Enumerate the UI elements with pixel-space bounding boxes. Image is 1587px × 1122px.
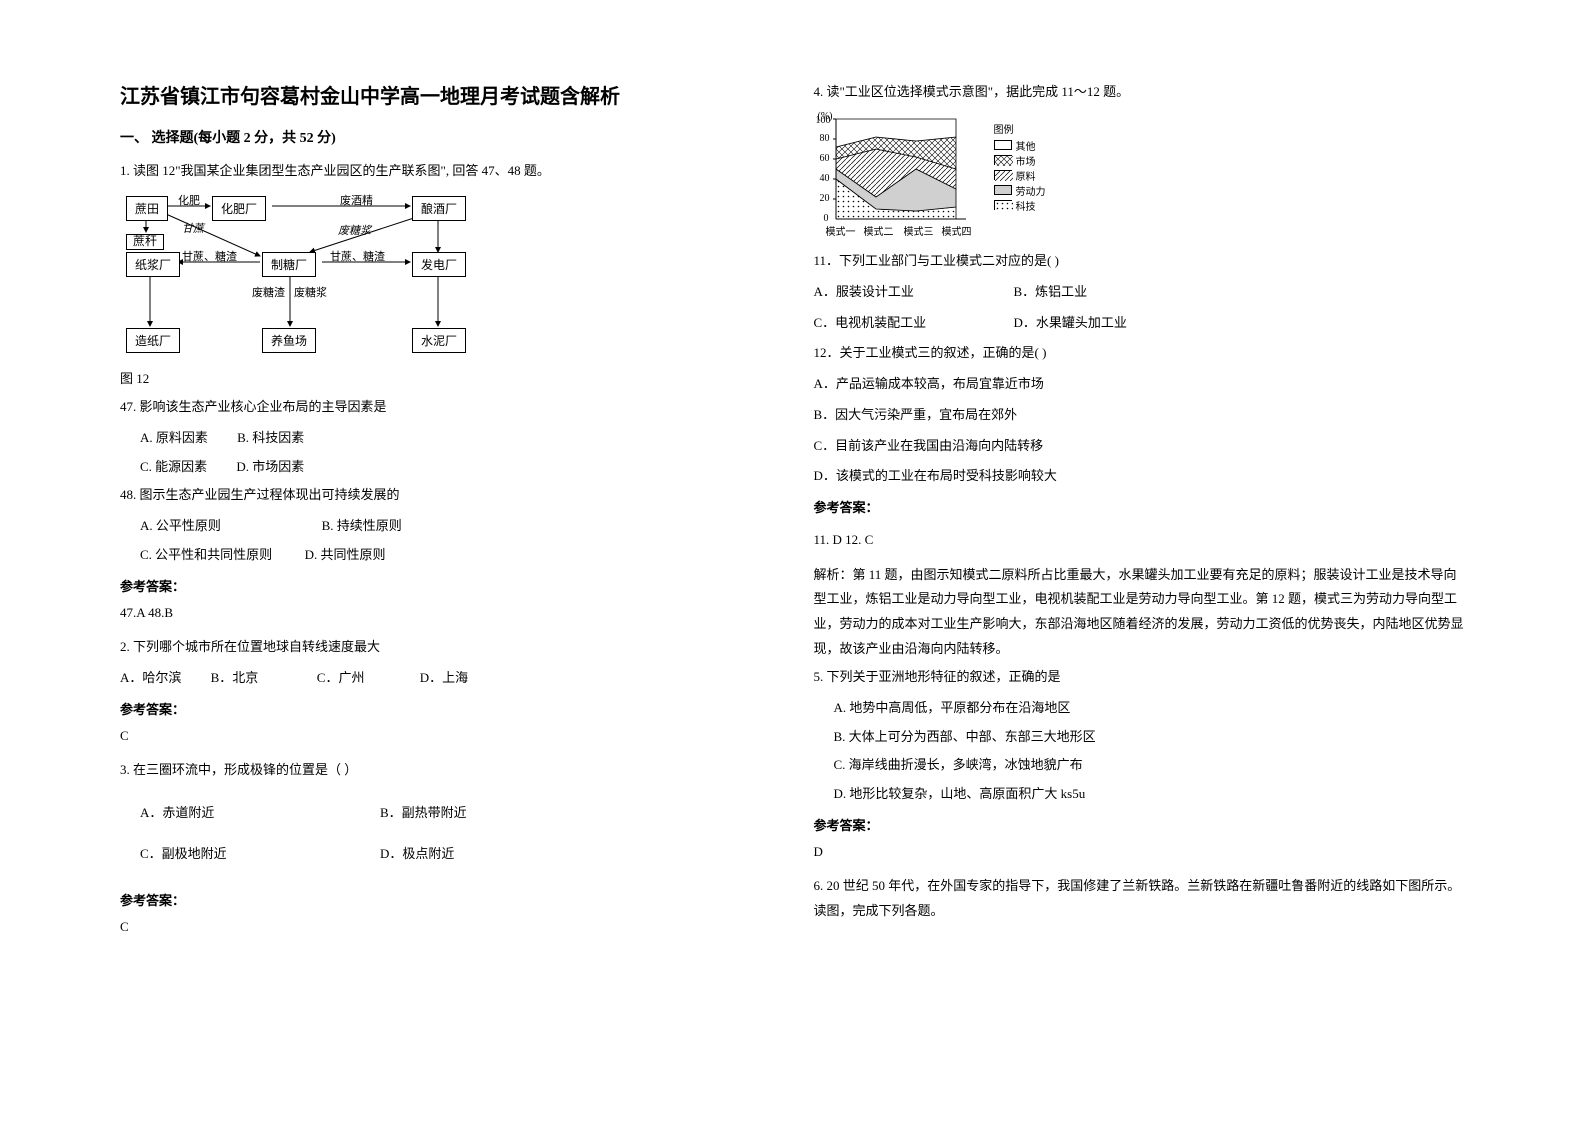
q12-text: 12．关于工业模式三的叙述，正确的是( ) — [814, 341, 1468, 366]
q5-c: C. 海岸线曲折漫长，多峡湾，冰蚀地貌广布 — [814, 753, 1468, 778]
q5-b: B. 大体上可分为西部、中部、东部三大地形区 — [814, 725, 1468, 750]
xtick: 模式三 — [904, 223, 934, 238]
q4-answer: 11. D 12. C — [814, 528, 1468, 553]
q3-opt-c: C．副极地附近 — [120, 842, 360, 867]
legend-swatch — [994, 185, 1012, 195]
flowchart-diagram: 蔗田 化肥厂 酿酒厂 蔗秆 纸浆厂 制糖厂 发电厂 造纸厂 养鱼场 水泥厂 化肥… — [120, 190, 500, 360]
fc-node: 养鱼场 — [262, 328, 316, 353]
q47-text: 47. 影响该生态产业核心企业布局的主导因素是 — [120, 395, 774, 420]
q11-d: D．水果罐头加工业 — [1014, 311, 1127, 336]
q11-a: A．服装设计工业 — [814, 280, 1014, 305]
q2-answer: C — [120, 724, 774, 749]
legend-swatch — [994, 200, 1012, 210]
q47-opts-ab: A. 原料因素 B. 科技因素 — [120, 426, 774, 451]
xtick: 模式四 — [942, 223, 972, 238]
answer-label: 参考答案： — [120, 890, 774, 909]
q3-opt-a: A．赤道附近 — [120, 801, 360, 826]
legend-swatch — [994, 155, 1012, 165]
ytick: 20 — [820, 193, 830, 204]
q3-text: 3. 在三圈环流中，形成极锋的位置是（ ） — [120, 758, 774, 783]
q12-b: B．因大气污染严重，宜布局在郊外 — [814, 403, 1468, 428]
ytick: 80 — [820, 133, 830, 144]
q48-opts-cd: C. 公平性和共同性原则 D. 共同性原则 — [120, 543, 774, 568]
q5-answer: D — [814, 840, 1468, 865]
q11-text: 11．下列工业部门与工业模式二对应的是( ) — [814, 249, 1468, 274]
q1-intro: 1. 读图 12"我国某企业集团型生态产业园区的生产联系图", 回答 47、48… — [120, 159, 774, 182]
answer-label: 参考答案： — [814, 815, 1468, 834]
fc-node: 制糖厂 — [262, 252, 316, 277]
q48-opts-ab: A. 公平性原则 B. 持续性原则 — [120, 514, 774, 539]
q3-opt-d: D．极点附近 — [360, 842, 454, 867]
q1-answer: 47.A 48.B — [120, 601, 774, 626]
fc-edge-label: 化肥 — [178, 192, 200, 208]
legend-swatch — [994, 140, 1012, 150]
legend-title: 图例 — [994, 121, 1046, 136]
q11-b: B．炼铝工业 — [1014, 280, 1088, 305]
fc-node: 酿酒厂 — [412, 196, 466, 221]
fc-node-label: 蔗秆 — [133, 234, 157, 248]
q2-text: 2. 下列哪个城市所在位置地球自转线速度最大 — [120, 635, 774, 660]
answer-label: 参考答案： — [814, 497, 1468, 516]
q12-d: D．该模式的工业在布局时受科技影响较大 — [814, 464, 1468, 489]
q5-d: D. 地形比较复杂，山地、高原面积广大 ks5u — [814, 782, 1468, 807]
q6-text: 6. 20 世纪 50 年代，在外国专家的指导下，我国修建了兰新铁路。兰新铁路在… — [814, 874, 1468, 923]
answer-label: 参考答案： — [120, 576, 774, 595]
fc-edge-label: 甘蔗、糖渣 — [330, 248, 385, 264]
legend-label: 市场 — [1016, 153, 1036, 168]
area-chart: (%) 100 80 60 40 20 0 模式一 模式二 模式三 模式四 图例… — [814, 111, 1104, 241]
chart-legend: 图例 其他 市场 原料 劳动力 科技 — [994, 121, 1046, 213]
page-title: 江苏省镇江市句容葛村金山中学高一地理月考试题含解析 — [120, 80, 774, 109]
ytick: 40 — [820, 173, 830, 184]
q3-answer: C — [120, 915, 774, 940]
fc-edge-label: 甘蔗、糖渣 — [182, 248, 237, 264]
fc-node: 化肥厂 — [212, 196, 266, 221]
answer-label: 参考答案： — [120, 699, 774, 718]
q4-explain: 解析：第 11 题，由图示知模式二原料所占比重最大，水果罐头加工业要有充足的原料… — [814, 563, 1468, 662]
legend-label: 原料 — [1016, 168, 1036, 183]
xtick: 模式一 — [826, 223, 856, 238]
fc-node: 蔗秆 — [126, 234, 164, 249]
q47-opts-cd: C. 能源因素 D. 市场因素 — [120, 455, 774, 480]
fc-edge-label: 废糖浆 — [294, 284, 327, 300]
q2-opts: A．哈尔滨 B．北京 C．广州 D．上海 — [120, 666, 774, 691]
xtick: 模式二 — [864, 223, 894, 238]
fc-edge-label: 废酒精 — [340, 192, 373, 208]
ytick: 60 — [820, 153, 830, 164]
section-header: 一、 选择题(每小题 2 分，共 52 分) — [120, 127, 774, 147]
q5-text: 5. 下列关于亚洲地形特征的叙述，正确的是 — [814, 665, 1468, 690]
q3-opt-b: B．副热带附近 — [360, 801, 467, 826]
q12-a: A．产品运输成本较高，布局宜靠近市场 — [814, 372, 1468, 397]
q12-c: C．目前该产业在我国由沿海向内陆转移 — [814, 434, 1468, 459]
q4-intro: 4. 读"工业区位选择模式示意图"，据此完成 11～12 题。 — [814, 80, 1468, 103]
right-column: 4. 读"工业区位选择模式示意图"，据此完成 11～12 题。 — [794, 80, 1488, 1082]
fc-node: 水泥厂 — [412, 328, 466, 353]
q5-a: A. 地势中高周低，平原都分布在沿海地区 — [814, 696, 1468, 721]
q48-text: 48. 图示生态产业园生产过程体现出可持续发展的 — [120, 483, 774, 508]
fc-edge-label: 甘蔗 — [182, 220, 204, 236]
left-column: 江苏省镇江市句容葛村金山中学高一地理月考试题含解析 一、 选择题(每小题 2 分… — [100, 80, 794, 1082]
fc-node: 发电厂 — [412, 252, 466, 277]
fc-node: 造纸厂 — [126, 328, 180, 353]
fc-node: 纸浆厂 — [126, 252, 180, 277]
fc-node: 蔗田 — [126, 196, 168, 221]
chart-svg — [814, 111, 994, 231]
legend-label: 其他 — [1016, 138, 1036, 153]
legend-label: 科技 — [1016, 198, 1036, 213]
legend-label: 劳动力 — [1016, 183, 1046, 198]
figure-label: 图 12 — [120, 368, 774, 387]
fc-edge-label: 废糖浆 — [338, 222, 371, 238]
legend-swatch — [994, 170, 1012, 180]
q11-c: C．电视机装配工业 — [814, 311, 1014, 336]
fc-edge-label: 废糖渣 — [252, 284, 285, 300]
ytick: 100 — [816, 115, 831, 126]
